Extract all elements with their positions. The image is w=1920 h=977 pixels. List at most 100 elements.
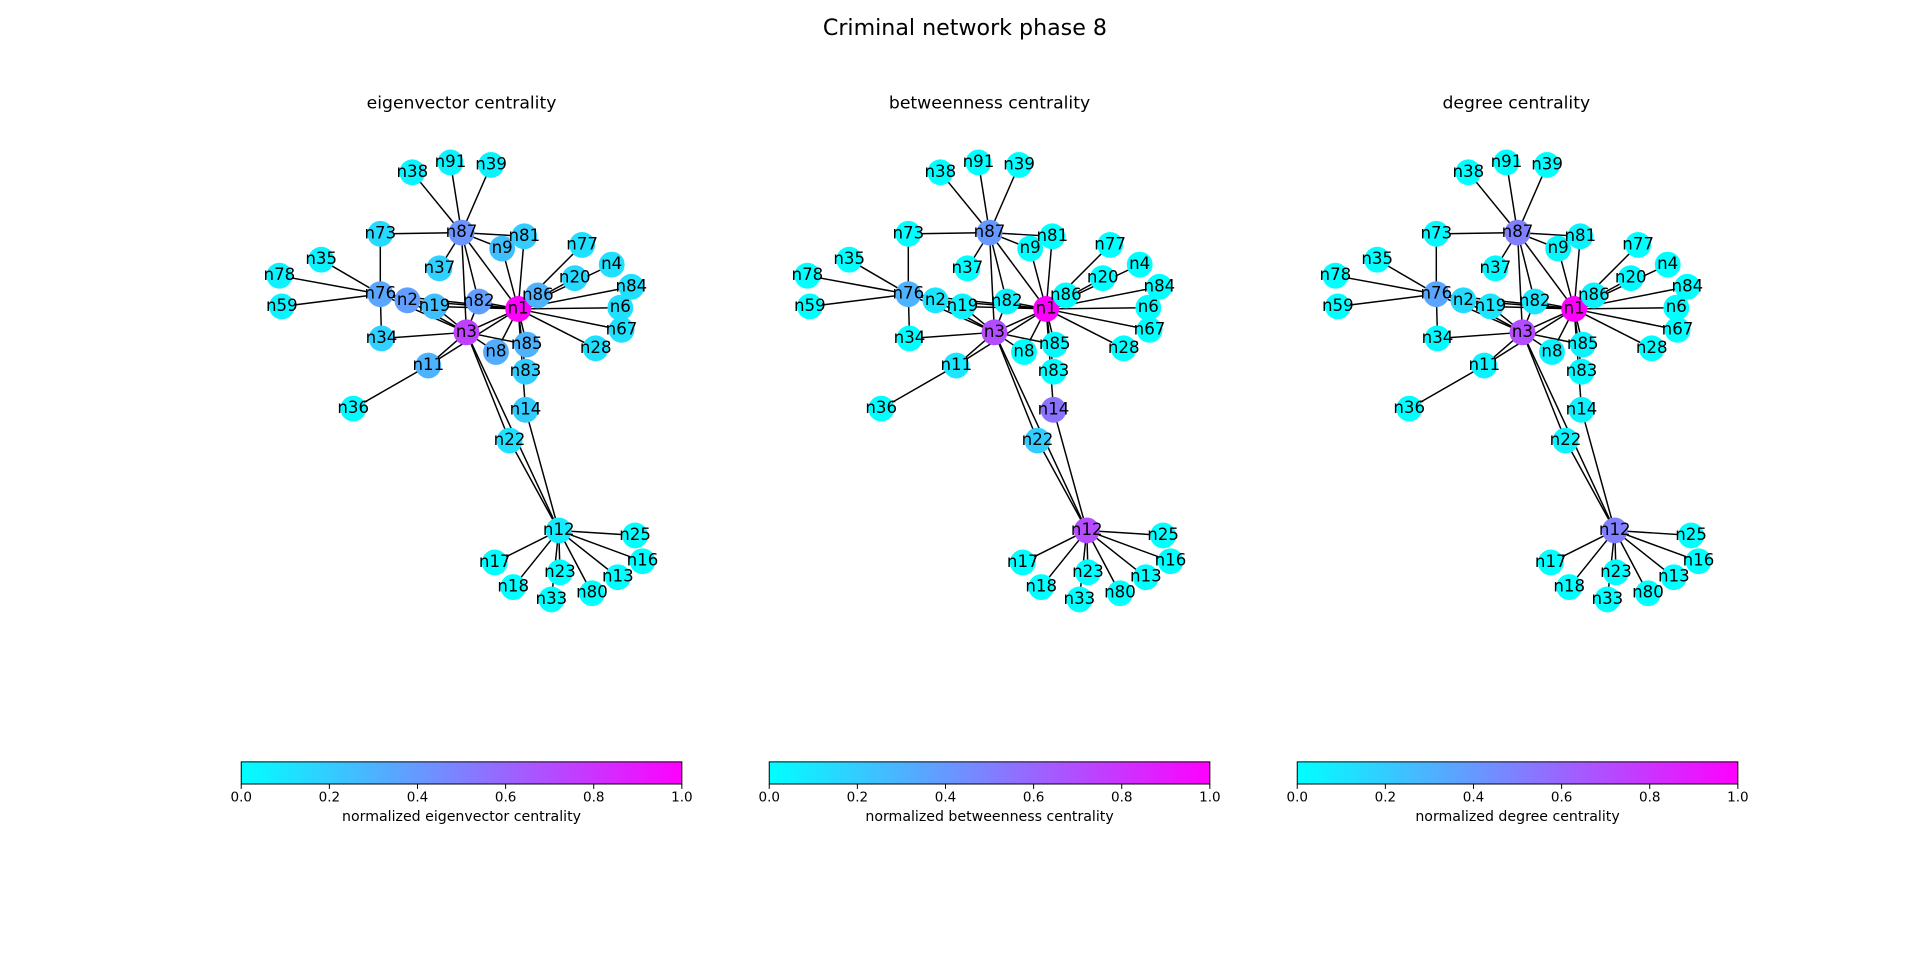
node-label: n19 [1475,296,1507,315]
node-label: n17 [1007,552,1039,571]
node [1594,586,1621,613]
node [1509,319,1536,346]
node-label: n12 [543,520,575,539]
colorbar-tick-label: 0.2 [319,790,341,806]
node [545,517,572,544]
edge [909,331,995,340]
node [1580,282,1607,309]
node-label: n85 [511,334,543,353]
node-label: n67 [606,319,638,338]
node [1073,517,1100,544]
node [1569,331,1596,358]
node-label: n37 [952,258,984,277]
node [512,396,539,423]
node [1132,564,1159,591]
node [426,255,453,282]
node [340,395,367,422]
figure-title: Criminal network phase 8 [823,15,1107,41]
node-label: n76 [364,284,396,303]
node-label: n6 [1666,297,1687,316]
edge [993,332,1039,441]
edge [1516,232,1524,333]
edge [517,308,597,349]
node [1617,265,1644,292]
node [868,395,895,422]
node [1567,223,1594,250]
edge [1574,308,1678,331]
node-label: n6 [610,297,631,316]
node [1006,152,1032,178]
edge [518,308,622,331]
node [1635,580,1661,607]
node-label: n2 [397,290,418,309]
node-label: n77 [566,234,598,253]
node [1674,273,1701,300]
node-label: n82 [463,291,495,310]
node-label: n38 [924,162,956,181]
node-label: n28 [1108,338,1140,357]
node-label: n19 [947,296,979,315]
node-label: n67 [1662,319,1694,338]
node-label: n76 [1420,284,1452,303]
node-label: n81 [1564,226,1596,245]
node [448,219,475,246]
node-label: n38 [1452,162,1484,181]
node [1534,152,1560,178]
node [1552,427,1579,454]
edge [411,171,463,234]
panel-title: degree centrality [1442,93,1590,113]
node [1396,395,1423,422]
node [579,580,605,607]
node [1539,339,1565,365]
node [538,586,565,613]
node [465,288,492,315]
node [453,319,480,346]
node-label: n6 [1138,297,1159,316]
edge [1564,440,1616,531]
node-label: n85 [1039,334,1071,353]
panel-title: betweenness centrality [889,93,1090,113]
edge [465,332,511,441]
node [1028,574,1055,601]
node-label: n86 [522,285,554,304]
node [1146,273,1173,300]
node [895,220,922,247]
edge [1437,331,1523,340]
node [1455,159,1482,186]
node-label: n9 [1548,238,1569,257]
edge [380,231,462,235]
node-label: n33 [1592,589,1624,608]
node-label: n39 [1003,154,1035,173]
edge [988,232,1047,310]
node-label: n20 [559,268,591,287]
colorbar-label: normalized degree centrality [1415,809,1619,825]
node-label: n85 [1567,334,1599,353]
node-label: n20 [1615,268,1647,287]
node-label: n36 [337,398,369,417]
colorbar-label: normalized betweenness centrality [865,809,1113,825]
colorbar-tick-label: 0.4 [1463,790,1485,806]
node [1066,586,1093,613]
node-label: n12 [1599,520,1631,539]
edge [1516,232,1575,310]
node-label: n37 [1480,258,1512,277]
node [954,255,981,282]
node-label: n80 [1104,583,1136,602]
colorbar [768,761,1211,785]
node [1424,325,1451,352]
node-label: n73 [364,223,396,242]
node [1504,219,1531,246]
node-label: n8 [1541,342,1562,361]
node-label: n2 [925,290,946,309]
node [895,281,922,308]
edge [558,529,643,562]
node-label: n84 [616,276,648,295]
node [1157,548,1184,575]
colorbar-tick-label: 0.6 [1023,790,1044,806]
edge [1046,308,1150,331]
node [1603,559,1629,586]
node-label: n12 [1071,520,1103,539]
node [1024,427,1051,454]
node [1033,296,1060,322]
